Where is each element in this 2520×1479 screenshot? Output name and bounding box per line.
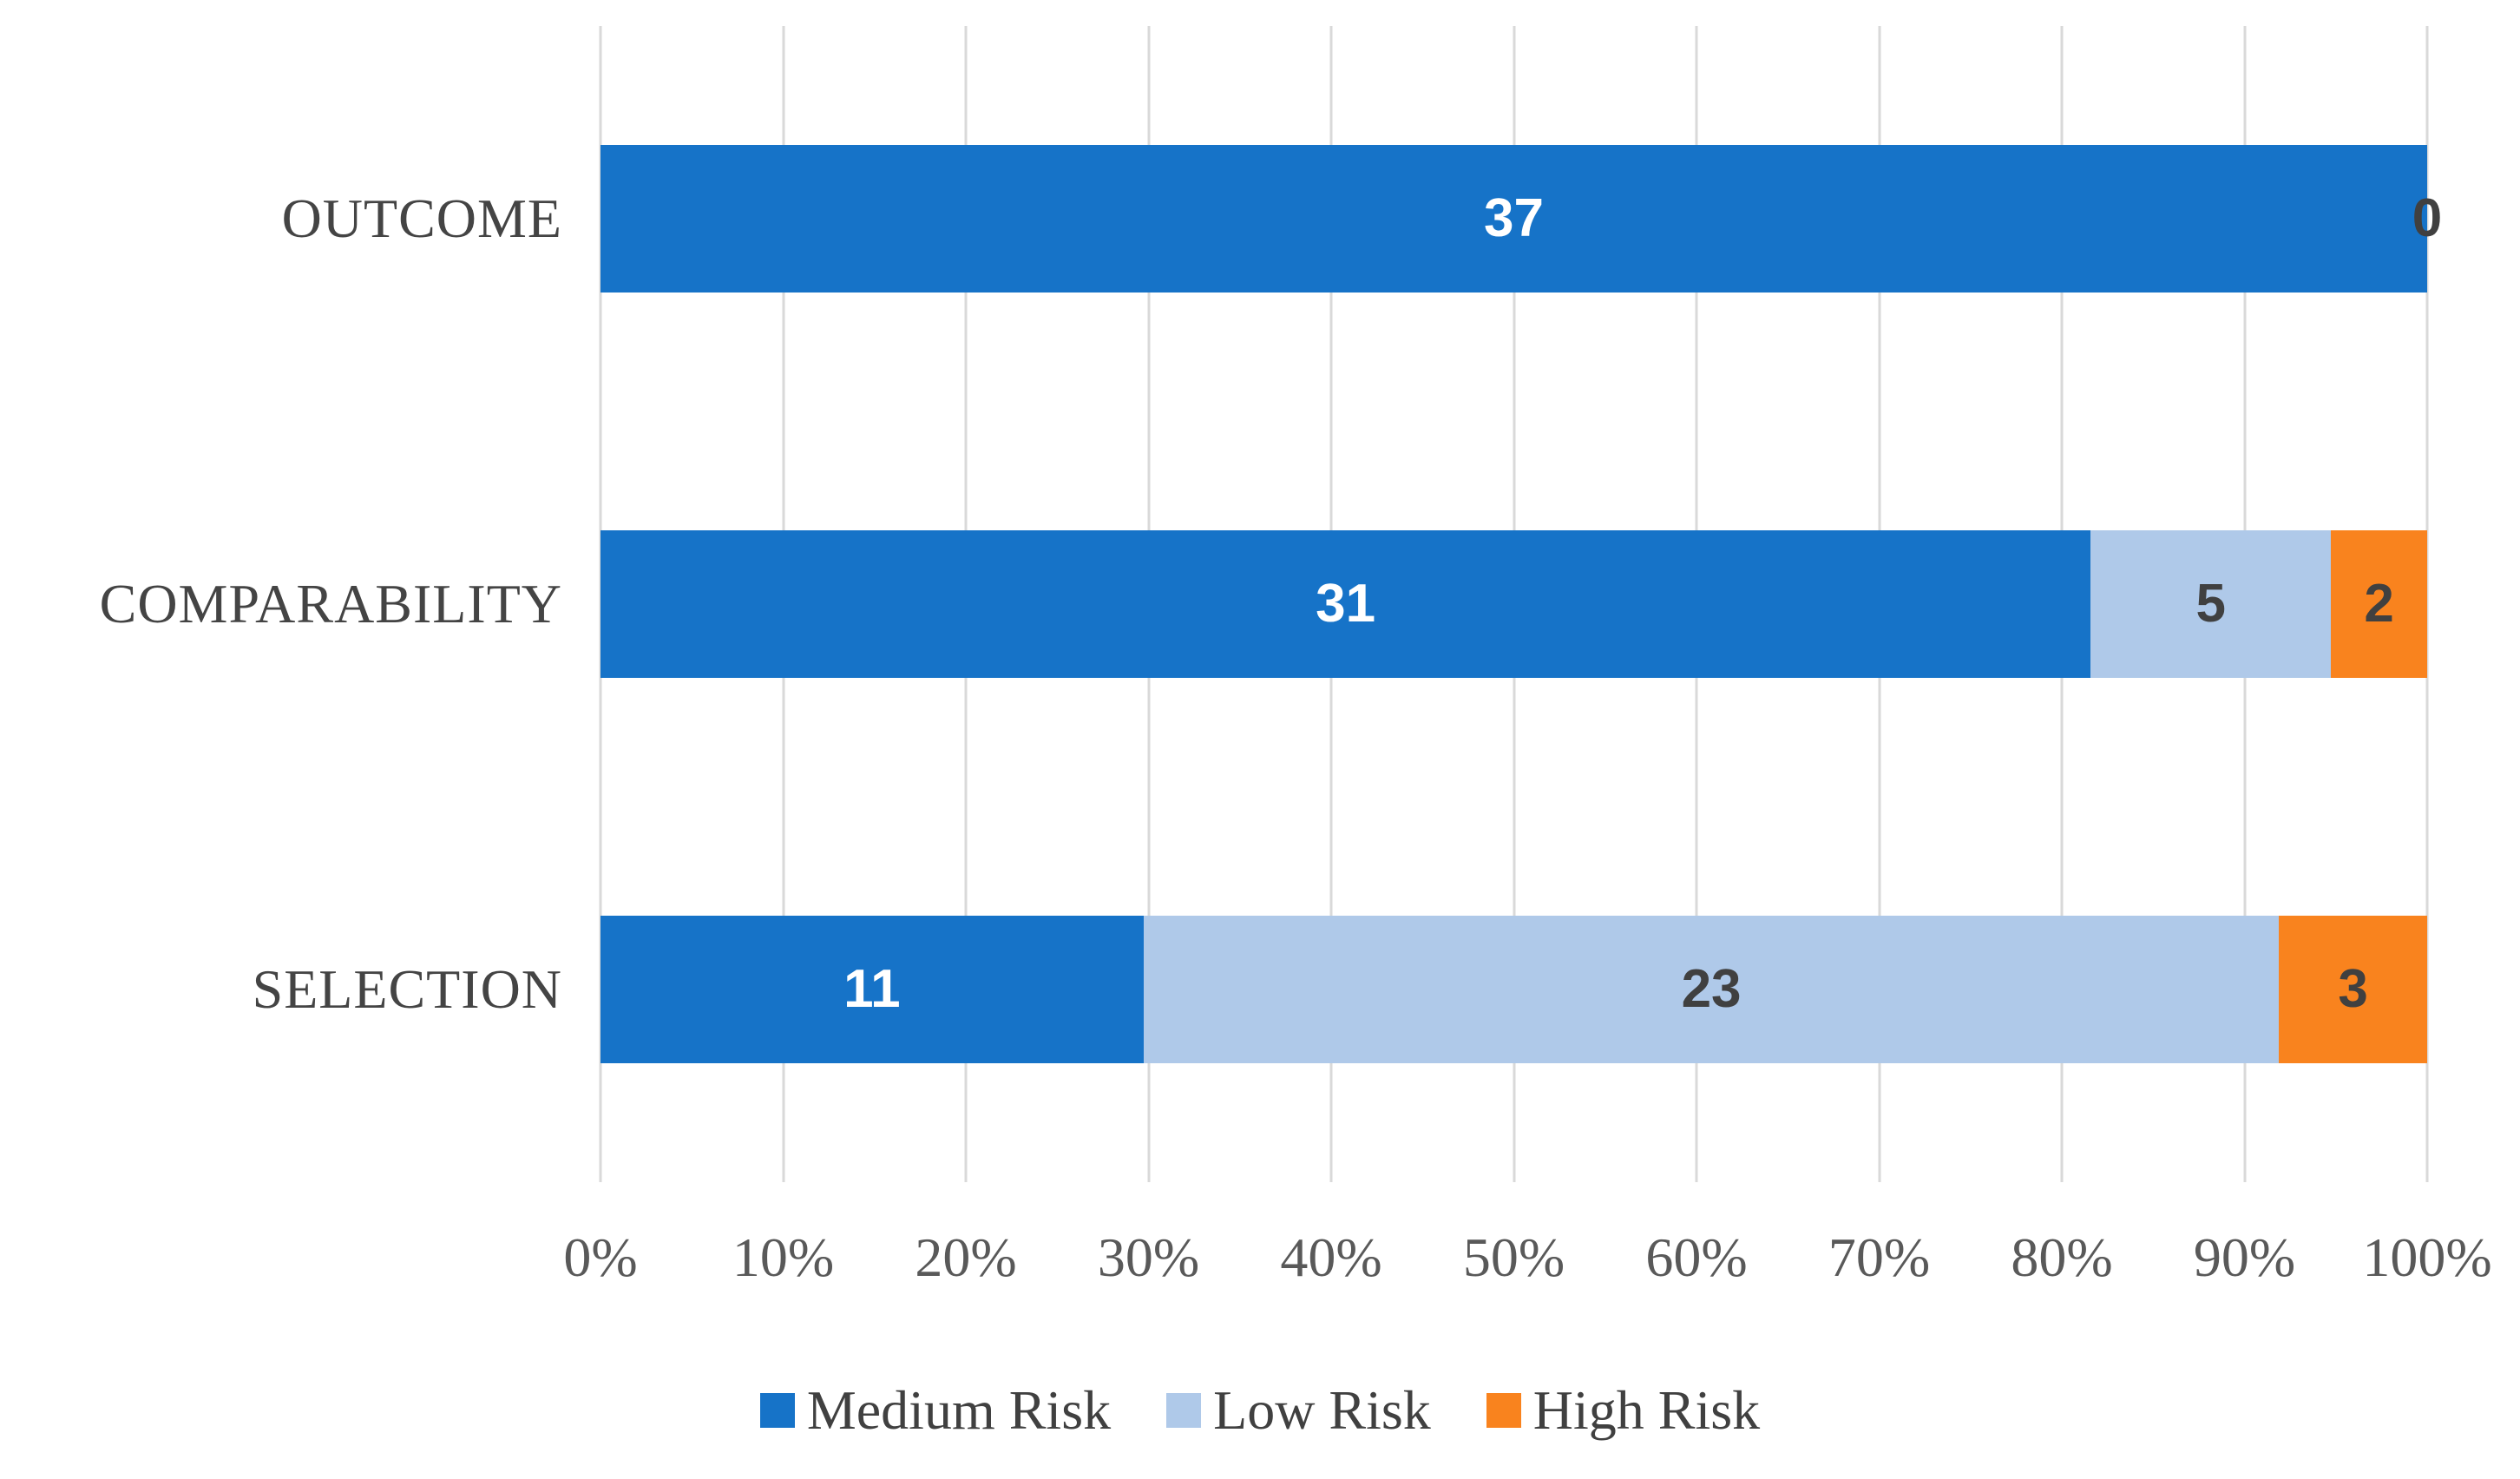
data-label-medium-risk: 31 bbox=[1316, 574, 1376, 634]
legend-swatch-icon-high-risk bbox=[1486, 1393, 1521, 1428]
category-label-outcome: OUTCOME bbox=[281, 187, 562, 249]
x-tick-label-80pct: 80% bbox=[2011, 1226, 2113, 1288]
x-tick-label-10pct: 10% bbox=[732, 1226, 835, 1288]
gridline-100% bbox=[2425, 26, 2429, 1182]
bar-segment-low-risk: 23 bbox=[1143, 916, 2280, 1063]
data-label-medium-risk: 11 bbox=[843, 959, 901, 1019]
legend-item-high-risk: High Risk bbox=[1486, 1378, 1760, 1443]
data-label-high-risk: 2 bbox=[2364, 574, 2394, 634]
x-axis: 0% 10% 20% 30% 40% 50% 60% 70% 80% 90% 100% bbox=[563, 1226, 2491, 1304]
bar-segment-high-risk: 2 bbox=[2331, 530, 2427, 678]
data-label-medium-risk: 37 bbox=[1484, 188, 1544, 248]
legend-swatch-icon-low-risk bbox=[1166, 1393, 1202, 1428]
x-tick-label-50pct: 50% bbox=[1462, 1226, 1565, 1288]
bar-segment-high-risk: 3 bbox=[2279, 916, 2427, 1063]
category-band-selection: 11 23 3 bbox=[600, 797, 2427, 1182]
category-label-selection: SELECTION bbox=[252, 958, 562, 1020]
legend-label-high-risk: High Risk bbox=[1532, 1379, 1761, 1441]
plot-area: 37 0 31 5 2 11 23 3 bbox=[599, 26, 2442, 1182]
x-tick-label-0pct: 0% bbox=[563, 1226, 638, 1288]
legend-label-low-risk: Low Risk bbox=[1213, 1379, 1431, 1441]
x-tick-label-40pct: 40% bbox=[1280, 1226, 1382, 1288]
category-band-outcome: 37 0 bbox=[600, 26, 2442, 411]
bar-row-outcome: 37 0 bbox=[600, 145, 2442, 293]
bar-row-comparability: 31 5 2 bbox=[600, 530, 2427, 678]
data-label-low-risk: 5 bbox=[2195, 574, 2226, 634]
legend-swatch-icon-medium-risk bbox=[759, 1393, 795, 1428]
data-label-high-risk: 3 bbox=[2338, 959, 2368, 1019]
data-label-low-risk-zero: 0 bbox=[2412, 188, 2443, 248]
legend-label-medium-risk: Medium Risk bbox=[806, 1379, 1112, 1441]
category-band-comparability: 31 5 2 bbox=[600, 411, 2427, 797]
x-tick-label-90pct: 90% bbox=[2193, 1226, 2296, 1288]
data-label-low-risk: 23 bbox=[1681, 959, 1742, 1019]
legend-item-low-risk: Low Risk bbox=[1166, 1378, 1431, 1443]
bar-segment-medium-risk: 11 bbox=[600, 916, 1144, 1063]
bar-segment-medium-risk: 31 bbox=[600, 530, 2091, 678]
bar-segment-medium-risk: 37 bbox=[600, 145, 2427, 293]
x-tick-label-20pct: 20% bbox=[915, 1226, 1017, 1288]
bar-row-selection: 11 23 3 bbox=[600, 916, 2427, 1063]
x-tick-label-30pct: 30% bbox=[1097, 1226, 1200, 1288]
x-tick-label-100pct: 100% bbox=[2362, 1226, 2492, 1288]
category-label-comparability: COMPARABILITY bbox=[99, 573, 562, 634]
legend-item-medium-risk: Medium Risk bbox=[759, 1378, 1112, 1443]
x-tick-label-60pct: 60% bbox=[1645, 1226, 1748, 1288]
legend: Medium Risk Low Risk High Risk bbox=[0, 1378, 2520, 1443]
bar-segment-low-risk: 5 bbox=[2090, 530, 2332, 678]
x-tick-label-70pct: 70% bbox=[1828, 1226, 1931, 1288]
